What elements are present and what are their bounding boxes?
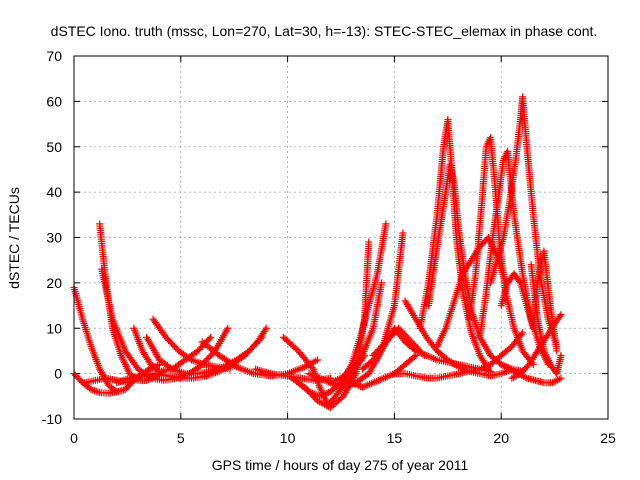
data-point-marker xyxy=(258,333,266,341)
y-tick-label: 70 xyxy=(46,48,62,64)
data-point-marker xyxy=(257,335,265,343)
y-tick-label: 30 xyxy=(46,230,62,246)
series-29 xyxy=(508,311,565,382)
data-point-marker xyxy=(87,386,95,394)
y-axis-label: dSTEC / TECUs xyxy=(6,187,22,289)
series-22 xyxy=(425,161,527,375)
series-21 xyxy=(416,116,492,373)
data-point-marker xyxy=(515,277,523,285)
data-points xyxy=(70,93,565,412)
x-axis-label: GPS time / hours of day 275 of year 2011 xyxy=(212,457,469,473)
series-19 xyxy=(401,297,516,380)
y-tick-label: 0 xyxy=(54,366,62,382)
data-point-marker xyxy=(557,374,565,382)
data-point-marker xyxy=(521,373,529,381)
data-point-marker xyxy=(308,363,316,371)
x-tick-label: 25 xyxy=(600,430,616,446)
series-27 xyxy=(497,247,561,355)
y-tick-label: 60 xyxy=(46,93,62,109)
data-point-marker xyxy=(91,387,99,395)
data-point-marker xyxy=(224,324,232,332)
x-tick-label: 0 xyxy=(70,430,78,446)
series-30 xyxy=(527,261,565,378)
data-point-marker xyxy=(556,312,564,320)
data-point-marker xyxy=(231,362,239,370)
data-point-marker xyxy=(365,238,373,246)
plot-frame xyxy=(73,55,609,420)
data-point-marker xyxy=(420,351,428,359)
data-point-marker xyxy=(205,335,213,343)
data-point-marker xyxy=(261,326,269,334)
data-point-marker xyxy=(410,353,418,361)
data-point-marker xyxy=(226,365,234,373)
data-point-marker xyxy=(89,386,97,394)
y-tick-label: 20 xyxy=(46,275,62,291)
data-point-marker xyxy=(207,333,215,341)
data-point-marker xyxy=(419,350,427,358)
data-point-marker xyxy=(113,388,121,396)
data-point-marker xyxy=(555,375,563,383)
data-point-marker xyxy=(399,229,407,237)
chart-title: dSTEC Iono. truth (mssc, Lon=270, Lat=30… xyxy=(51,23,598,39)
data-point-marker xyxy=(378,279,386,287)
y-tick-label: 10 xyxy=(46,320,62,336)
series-14 xyxy=(305,279,386,387)
data-point-marker xyxy=(382,220,390,228)
x-tick-label: 10 xyxy=(280,430,296,446)
data-point-marker xyxy=(262,324,270,332)
x-tick-label: 5 xyxy=(177,430,185,446)
x-tick-label: 15 xyxy=(387,430,403,446)
series-13 xyxy=(294,220,390,400)
data-point-marker xyxy=(484,365,492,373)
data-point-marker xyxy=(154,366,162,374)
data-point-marker xyxy=(314,356,322,364)
axis-ticks: 0 5 10 15 20 25 -10 0 10 20 30 40 50 60 70 xyxy=(42,48,616,446)
series-18 xyxy=(369,324,428,359)
data-point-marker xyxy=(357,353,365,361)
data-point-marker xyxy=(92,387,100,395)
data-point-marker xyxy=(557,351,565,359)
data-point-marker xyxy=(94,388,102,396)
series-16 xyxy=(337,351,420,391)
y-tick-label: -10 xyxy=(42,411,62,427)
y-tick-label: 40 xyxy=(46,184,62,200)
data-point-marker xyxy=(483,363,491,371)
data-point-marker xyxy=(557,311,565,319)
data-point-marker xyxy=(519,329,527,337)
data-point-marker xyxy=(553,347,561,355)
series-8 xyxy=(149,315,234,373)
x-tick-label: 20 xyxy=(493,430,509,446)
y-tick-label: 50 xyxy=(46,139,62,155)
